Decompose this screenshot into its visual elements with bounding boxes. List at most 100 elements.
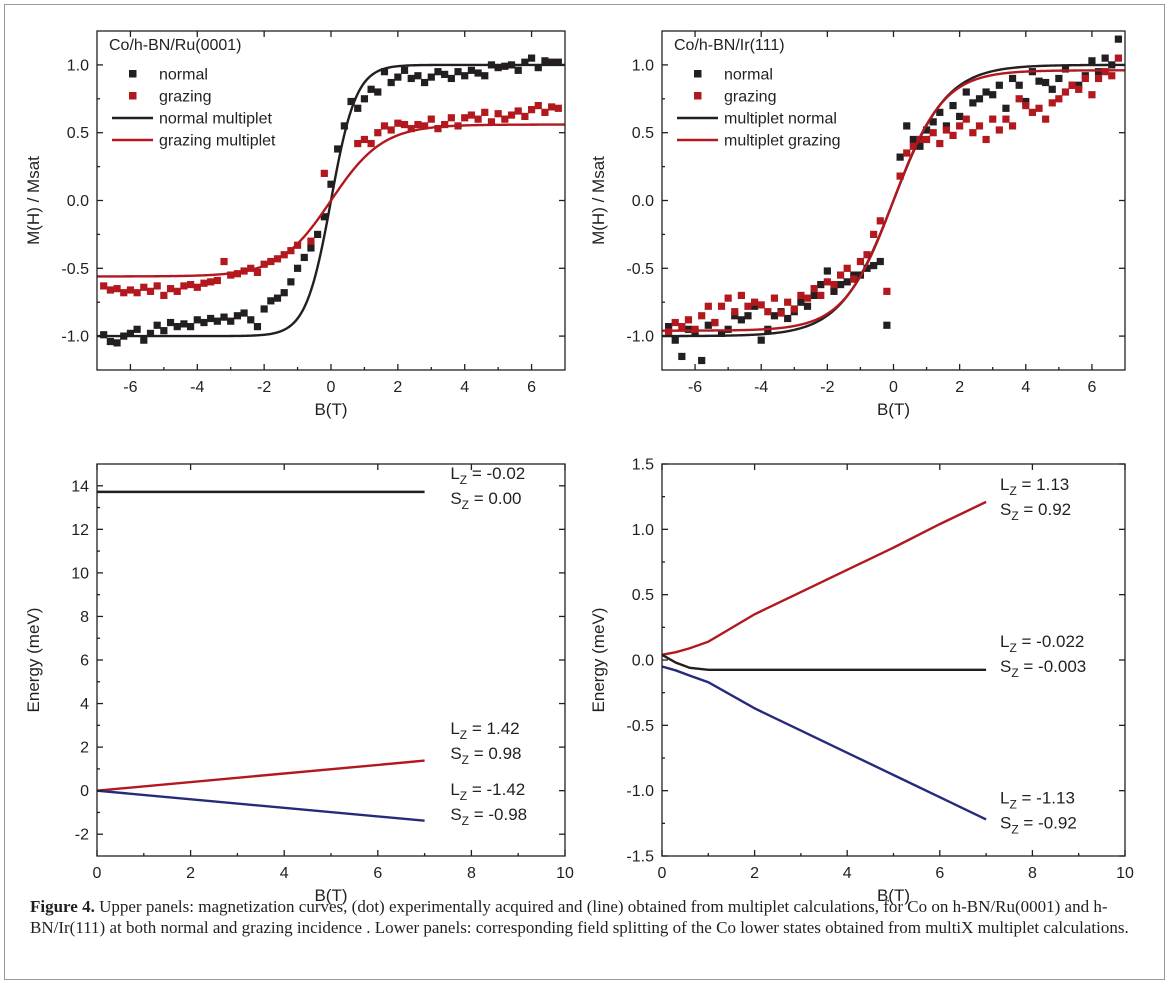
y-tick-label: 0.0	[632, 193, 654, 210]
data-point-grazing	[421, 122, 429, 130]
data-point-grazing	[113, 285, 121, 293]
data-point-grazing	[969, 129, 977, 137]
data-point-normal	[387, 78, 395, 87]
data-point-normal	[876, 257, 884, 266]
data-point-normal	[140, 336, 148, 344]
data-point-grazing	[698, 312, 706, 320]
data-point-grazing	[671, 318, 679, 327]
y-tick-label: -0.5	[626, 718, 654, 735]
data-point-normal	[193, 316, 201, 324]
data-point-grazing	[100, 282, 108, 290]
annotation-sz: SZ = -0.98	[450, 805, 527, 828]
x-axis-title: B(T)	[314, 886, 347, 905]
annotation-sz: SZ = 0.98	[450, 744, 521, 767]
data-point-normal	[407, 74, 415, 83]
data-point-grazing	[220, 257, 228, 266]
data-point-grazing	[494, 110, 502, 118]
data-point-grazing	[836, 271, 845, 279]
data-point-grazing	[777, 309, 785, 317]
data-point-normal	[441, 70, 449, 78]
data-point-grazing	[863, 251, 871, 259]
data-point-grazing	[982, 135, 990, 144]
data-point-grazing	[1035, 104, 1043, 112]
y-tick-label: 1.0	[67, 57, 89, 74]
y-tick-label: -1.5	[626, 849, 654, 866]
data-point-grazing	[146, 287, 155, 295]
data-point-grazing	[541, 108, 549, 116]
data-point-normal	[320, 213, 328, 221]
data-point-normal	[1088, 57, 1096, 65]
data-point-normal	[810, 291, 818, 300]
y-tick-label: -1.0	[626, 783, 654, 800]
y-tick-label: 0.5	[632, 587, 654, 604]
data-point-grazing	[527, 106, 536, 114]
x-tick-label: 2	[955, 379, 964, 396]
annotation-lz: LZ = -0.022	[1000, 632, 1084, 655]
data-point-grazing	[790, 305, 798, 313]
y-tick-label: 8	[80, 609, 89, 626]
data-point-normal	[949, 101, 957, 110]
data-point-normal	[220, 313, 228, 321]
data-point-grazing	[1081, 74, 1089, 83]
data-point-normal	[554, 58, 562, 66]
data-point-normal	[1022, 97, 1030, 106]
data-point-grazing	[1002, 115, 1010, 123]
data-point-normal	[737, 316, 745, 324]
energy-level-line	[96, 759, 425, 792]
legend-marker	[694, 92, 702, 100]
data-point-grazing	[514, 107, 522, 115]
data-point-grazing	[817, 291, 825, 300]
x-tick-label: 10	[556, 865, 574, 882]
data-point-normal	[817, 280, 825, 289]
data-point-grazing	[521, 112, 529, 121]
data-point-grazing	[1048, 99, 1056, 107]
data-point-grazing	[507, 111, 516, 119]
data-point-grazing	[1055, 95, 1063, 103]
data-point-normal	[367, 85, 375, 93]
data-point-grazing	[1008, 122, 1017, 130]
data-point-grazing	[731, 308, 739, 316]
data-point-normal	[916, 142, 924, 150]
data-point-normal	[1035, 77, 1043, 85]
annotation-lz: LZ = -0.02	[450, 464, 525, 487]
data-point-grazing	[870, 230, 878, 238]
data-point-grazing	[160, 291, 168, 300]
data-point-grazing	[1022, 101, 1030, 110]
y-tick-label: -2	[75, 827, 89, 844]
data-point-grazing	[260, 260, 268, 268]
data-point-normal	[394, 73, 402, 81]
data-point-normal	[300, 253, 308, 262]
data-point-normal	[870, 261, 878, 270]
data-point-normal	[414, 72, 422, 80]
data-point-normal	[995, 81, 1003, 89]
legend-label: grazing multiplet	[159, 133, 276, 150]
legend-label: normal	[159, 67, 208, 84]
data-point-normal	[133, 325, 141, 333]
data-point-grazing	[1061, 88, 1070, 96]
data-point-normal	[1048, 85, 1056, 93]
data-point-grazing	[187, 280, 195, 289]
y-axis-title: M(H) / Msat	[24, 156, 43, 245]
annotation-lz: LZ = -1.42	[450, 780, 525, 803]
data-point-normal	[173, 323, 181, 331]
data-point-grazing	[1114, 54, 1122, 62]
chart-title: Co/h-BN/Ru(0001)	[109, 37, 242, 54]
data-point-grazing	[380, 122, 389, 130]
caption-text: Upper panels: magnetization curves, (dot…	[30, 897, 1129, 937]
data-point-normal	[922, 126, 931, 134]
legend-label: grazing	[159, 89, 211, 106]
data-point-grazing	[711, 318, 719, 327]
data-point-grazing	[856, 257, 865, 266]
data-point-grazing	[1028, 108, 1036, 116]
data-point-grazing	[784, 298, 792, 306]
x-tick-label: 10	[1116, 865, 1134, 882]
data-point-normal	[803, 302, 812, 310]
data-point-normal	[863, 264, 871, 272]
data-point-normal	[273, 294, 282, 302]
data-point-normal	[521, 58, 529, 66]
data-point-normal	[989, 91, 997, 99]
data-point-normal	[146, 329, 155, 337]
data-point-grazing	[1042, 115, 1050, 123]
data-point-grazing	[1075, 85, 1083, 93]
data-point-normal	[200, 318, 208, 327]
